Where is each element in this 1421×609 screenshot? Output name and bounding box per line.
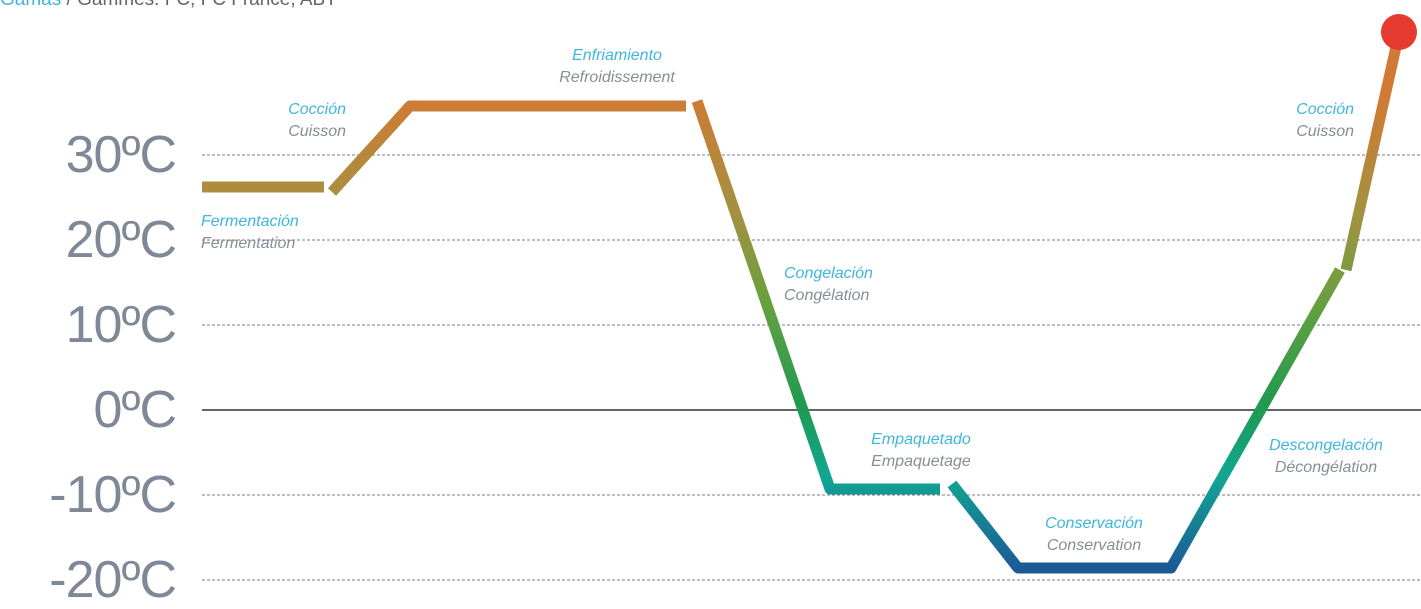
y-label-minus-10: -10ºC	[49, 466, 177, 524]
y-label-0: 0ºC	[93, 381, 177, 439]
stage-fermentation: Fermentación Fermentation	[201, 211, 299, 255]
stage-freezing-es: Congelación	[784, 265, 873, 282]
stage-baking-fr: Cuisson	[288, 123, 346, 140]
stage-storage: Conservación Conservation	[1045, 513, 1143, 557]
stage-baking-es: Cocción	[288, 101, 346, 118]
stage-cooling-es: Enfriamiento	[572, 47, 662, 64]
stage-final-baking-es: Cocción	[1296, 101, 1354, 118]
range-header: Gamas / Gammes: FC, FC France, ABT	[0, 0, 337, 11]
stage-packing-es: Empaquetado	[871, 431, 971, 448]
stage-final-baking: Cocción Cuisson	[1296, 99, 1354, 143]
segment-baking	[327, 100, 686, 196]
header-prefix: Gamas	[0, 0, 61, 10]
stage-cooling-fr: Refroidissement	[559, 69, 675, 86]
stage-fermentation-es: Fermentación	[201, 213, 299, 230]
stage-storage-fr: Conservation	[1046, 537, 1142, 554]
y-label-20: 20ºC	[65, 211, 177, 269]
stage-packing: Empaquetado Empaquetage	[871, 429, 971, 473]
stage-fermentation-fr: Fermentation	[201, 235, 296, 252]
stage-freezing: Congelación Congélation	[784, 263, 873, 307]
segment-cooling-freezing	[691, 99, 940, 495]
y-label-30: 30ºC	[65, 126, 177, 184]
stage-packing-fr: Empaquetage	[871, 453, 971, 470]
segment-final-baking	[1340, 36, 1404, 272]
y-label-minus-20: -20ºC	[49, 551, 177, 609]
end-marker	[1381, 14, 1417, 50]
y-label-10: 10ºC	[65, 296, 177, 354]
header-separator: /	[61, 0, 77, 10]
stage-cooling: Enfriamiento Refroidissement	[559, 45, 675, 89]
stage-baking: Cocción Cuisson	[288, 99, 346, 143]
header-text: Gammes: FC, FC France, ABT	[77, 0, 337, 10]
stage-storage-es: Conservación	[1045, 515, 1143, 532]
stage-thawing-es: Descongelación	[1269, 437, 1383, 454]
stage-final-baking-fr: Cuisson	[1296, 123, 1354, 140]
stage-thawing: Descongelación Décongélation	[1269, 435, 1383, 479]
segment-packing-storage-thawing	[947, 267, 1345, 574]
stage-thawing-fr: Décongélation	[1274, 459, 1378, 476]
stage-freezing-fr: Congélation	[784, 287, 870, 304]
